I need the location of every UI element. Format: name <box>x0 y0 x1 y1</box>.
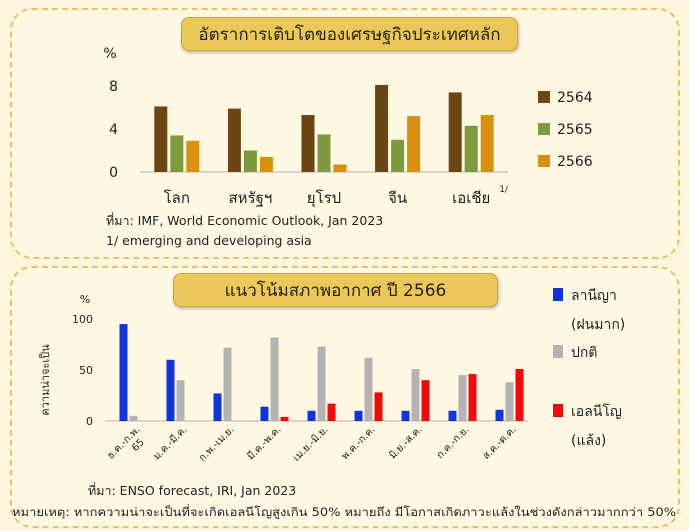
chart2-bar <box>166 359 175 421</box>
chart1-bar <box>407 116 421 172</box>
chart2-y-label: ความน่าจะเป็น <box>38 344 52 416</box>
chart2-legend-swatch <box>553 288 563 301</box>
chart1-bar <box>259 156 273 172</box>
chart2-bar <box>411 368 420 421</box>
chart2-legend-label: ปกติ <box>571 345 597 361</box>
chart1-note: 1/ emerging and developing asia <box>106 233 312 248</box>
chart2-legend-swatch <box>553 404 563 417</box>
chart2-legend-label-detail: (แล้ง) <box>571 433 606 449</box>
chart1-x-tick-superscript: 1/ <box>499 185 509 195</box>
chart2-bar <box>364 357 373 421</box>
footer-note: หมายเหตุ: หากความน่าจะเป็นที่จะเกิดเอลนี… <box>12 504 676 519</box>
chart2-x-tick: ก.พ.-เม.ย. <box>197 424 236 463</box>
chart2-bar <box>458 375 467 421</box>
chart2-bar <box>119 324 128 421</box>
chart2-bar <box>468 374 477 421</box>
chart2-x-tick: มิ.ย.-ส.ค. <box>387 424 424 461</box>
chart2-title: แนวโน้มสภาพอากาศ ปี 2566 <box>173 273 498 307</box>
chart2-x-tick: มี.ค.-พ.ค. <box>245 424 284 463</box>
chart2-bar <box>401 410 410 421</box>
chart2-source: ที่มา: ENSO forecast, IRI, Jan 2023 <box>88 482 296 498</box>
chart1-bar <box>333 164 347 172</box>
chart1-title: อัตราการเติบโตของเศรษฐกิจประเทศหลัก <box>181 17 518 51</box>
chart2-y-tick: 100 <box>72 313 93 326</box>
chart1-bar <box>375 84 389 172</box>
chart2-bar <box>307 410 316 421</box>
chart2-legend-label: ลานีญา <box>571 288 617 304</box>
chart1-y-tick: 4 <box>109 122 118 138</box>
chart2-bar <box>495 409 504 421</box>
chart1-bar <box>186 140 200 172</box>
chart2-y-unit: % <box>80 293 90 306</box>
chart2-x-tick: ธ.ค.-ก.พ.65 <box>105 424 151 470</box>
chart2-y-tick: 0 <box>86 415 93 428</box>
chart2-bar <box>129 415 138 421</box>
chart2-bar <box>223 347 232 421</box>
chart2-bar <box>280 416 289 421</box>
chart2-bar <box>327 403 336 421</box>
chart1-y-tick: 0 <box>109 165 118 181</box>
chart1-legend-swatch <box>538 91 550 103</box>
chart1-x-tick: จีน <box>388 189 407 207</box>
chart1-x-tick: ยุโรป <box>307 189 341 208</box>
chart1-bar <box>243 150 257 172</box>
chart1-x-tick: เอเชีย <box>452 189 490 207</box>
chart2-bar <box>213 393 222 421</box>
chart1-bar <box>480 115 494 172</box>
chart1-y-tick: 8 <box>109 79 118 95</box>
chart2-bar <box>354 410 363 421</box>
chart2-bar <box>260 406 269 421</box>
chart2-x-tick: พ.ค.-ก.ค. <box>340 424 378 462</box>
chart2-x-tick: ก.ค.-ก.ย. <box>435 424 472 461</box>
chart1-bar <box>170 135 184 172</box>
chart1-bar <box>227 108 241 172</box>
chart1-bar <box>448 92 462 172</box>
chart1-bar <box>301 115 315 172</box>
chart1-legend-swatch <box>538 155 550 167</box>
chart1-bar <box>317 134 331 172</box>
chart2-x-tick: เม.ย.-มิ.ย. <box>291 424 330 463</box>
chart1-x-tick: โลก <box>164 189 190 207</box>
chart1-legend-label: 2566 <box>557 154 593 170</box>
chart2-x-tick: ม.ค.-มี.ค. <box>151 424 190 463</box>
chart2-bar <box>505 382 514 421</box>
chart2-bar <box>448 410 457 421</box>
chart2-bar <box>270 337 279 421</box>
chart1-legend-label: 2564 <box>557 90 593 106</box>
chart1-source: ที่มา: IMF, World Economic Outlook, Jan … <box>106 212 383 228</box>
chart2-bar <box>515 368 524 421</box>
chart2-x-tick: ส.ค.-ต.ค. <box>481 424 519 462</box>
chart2-legend-label: เอลนีโญ <box>571 403 622 420</box>
chart2-legend-swatch <box>553 345 563 358</box>
chart2-bar <box>374 392 383 421</box>
chart2-bar <box>317 346 326 421</box>
chart1-legend-swatch <box>538 123 550 135</box>
chart1-bar <box>464 125 478 172</box>
chart1-bar <box>391 139 405 172</box>
chart2-bar <box>421 380 430 421</box>
chart2-bar <box>176 380 185 421</box>
chart1-bar <box>154 106 168 172</box>
chart1-y-unit: % <box>103 46 116 62</box>
chart1-x-tick: สหรัฐฯ <box>228 189 272 207</box>
chart2-legend-label-detail: (ฝนมาก) <box>571 317 625 333</box>
chart2-y-tick: 50 <box>79 364 93 377</box>
chart1-legend-label: 2565 <box>557 122 593 138</box>
